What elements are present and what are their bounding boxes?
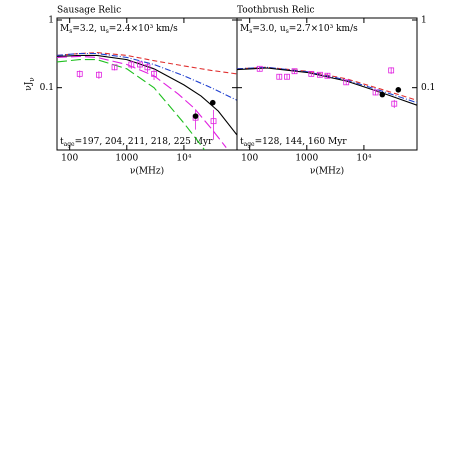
y-label-main: νJ bbox=[24, 81, 34, 90]
x-tick-label: 100 bbox=[241, 154, 258, 164]
data-point bbox=[395, 87, 402, 93]
annotation-sub: age bbox=[244, 141, 255, 148]
annotation-text: t bbox=[240, 137, 244, 147]
annotation-sub: age bbox=[64, 141, 75, 148]
data-point bbox=[284, 73, 290, 80]
data-point bbox=[372, 89, 379, 96]
data-point bbox=[111, 64, 118, 71]
annotation-text: =2.7×10³ km/s bbox=[289, 24, 358, 34]
data-point bbox=[96, 71, 102, 78]
data-point bbox=[317, 71, 323, 78]
annotation: tage=197, 204, 211, 218, 225 Myr bbox=[60, 137, 213, 149]
data-point bbox=[388, 67, 395, 74]
panel-title: Sausage Relic bbox=[57, 6, 121, 16]
data-point bbox=[256, 65, 263, 72]
y-tick-label: 0.1 bbox=[40, 83, 54, 93]
data-point bbox=[144, 64, 151, 71]
data-point bbox=[137, 61, 143, 68]
plot-area bbox=[237, 65, 417, 109]
annotation: tage=128, 144, 160 Myr bbox=[240, 137, 347, 149]
data-point bbox=[76, 70, 83, 77]
annotation-sub: s bbox=[249, 28, 252, 35]
x-tick-label: 10⁴ bbox=[356, 154, 371, 164]
data-point bbox=[324, 72, 331, 79]
y-label-sub: ν bbox=[28, 77, 36, 81]
annotation-text: =2.4×10³ km/s bbox=[109, 24, 178, 34]
data-point bbox=[308, 70, 315, 77]
annotation-sub: s bbox=[286, 28, 289, 35]
data-point bbox=[192, 113, 199, 119]
data-point bbox=[379, 91, 386, 98]
annotation: Ms=3.2, us=2.4×10³ km/s bbox=[60, 24, 178, 36]
x-tick-label: 10⁴ bbox=[176, 154, 191, 164]
model-curve bbox=[57, 54, 237, 136]
data-point bbox=[343, 79, 350, 86]
x-tick-label: 1000 bbox=[115, 154, 138, 164]
annotation-text: =3.0, u bbox=[252, 24, 286, 34]
y-tick-label: 1 bbox=[421, 15, 427, 25]
plot-area bbox=[57, 52, 237, 150]
annotation-text: t bbox=[60, 137, 64, 147]
data-point bbox=[151, 70, 157, 77]
x-tick-label: 1000 bbox=[295, 154, 318, 164]
data-point bbox=[276, 73, 283, 80]
model-curve bbox=[57, 59, 206, 150]
frame bbox=[56, 17, 238, 151]
annotation-text: =197, 204, 211, 218, 225 Myr bbox=[75, 137, 213, 147]
frame bbox=[236, 17, 418, 151]
y-tick-label: 1 bbox=[48, 15, 54, 25]
x-axis-label: ν(MHz) bbox=[310, 166, 344, 177]
data-point bbox=[391, 100, 398, 107]
annotation-text: M bbox=[60, 24, 69, 34]
x-axis-label: ν(MHz) bbox=[130, 166, 164, 177]
data-point bbox=[210, 118, 217, 125]
y-axis-label: νJν bbox=[24, 77, 37, 90]
annotation-sub: s bbox=[69, 28, 72, 35]
annotation-text: M bbox=[240, 24, 249, 34]
data-point bbox=[291, 68, 298, 75]
annotation-text: =128, 144, 160 Myr bbox=[255, 137, 348, 147]
panel-title: Toothbrush Relic bbox=[237, 6, 315, 16]
x-tick-label: 100 bbox=[61, 154, 78, 164]
y-tick-label: 0.1 bbox=[421, 83, 435, 93]
data-point bbox=[128, 61, 135, 68]
annotation-text: =3.2, u bbox=[72, 24, 106, 34]
model-curve bbox=[57, 52, 237, 101]
model-curve bbox=[57, 55, 227, 148]
annotation-sub: s bbox=[106, 28, 109, 35]
data-point bbox=[209, 99, 216, 106]
annotation: Ms=3.0, us=2.7×10³ km/s bbox=[240, 24, 358, 36]
